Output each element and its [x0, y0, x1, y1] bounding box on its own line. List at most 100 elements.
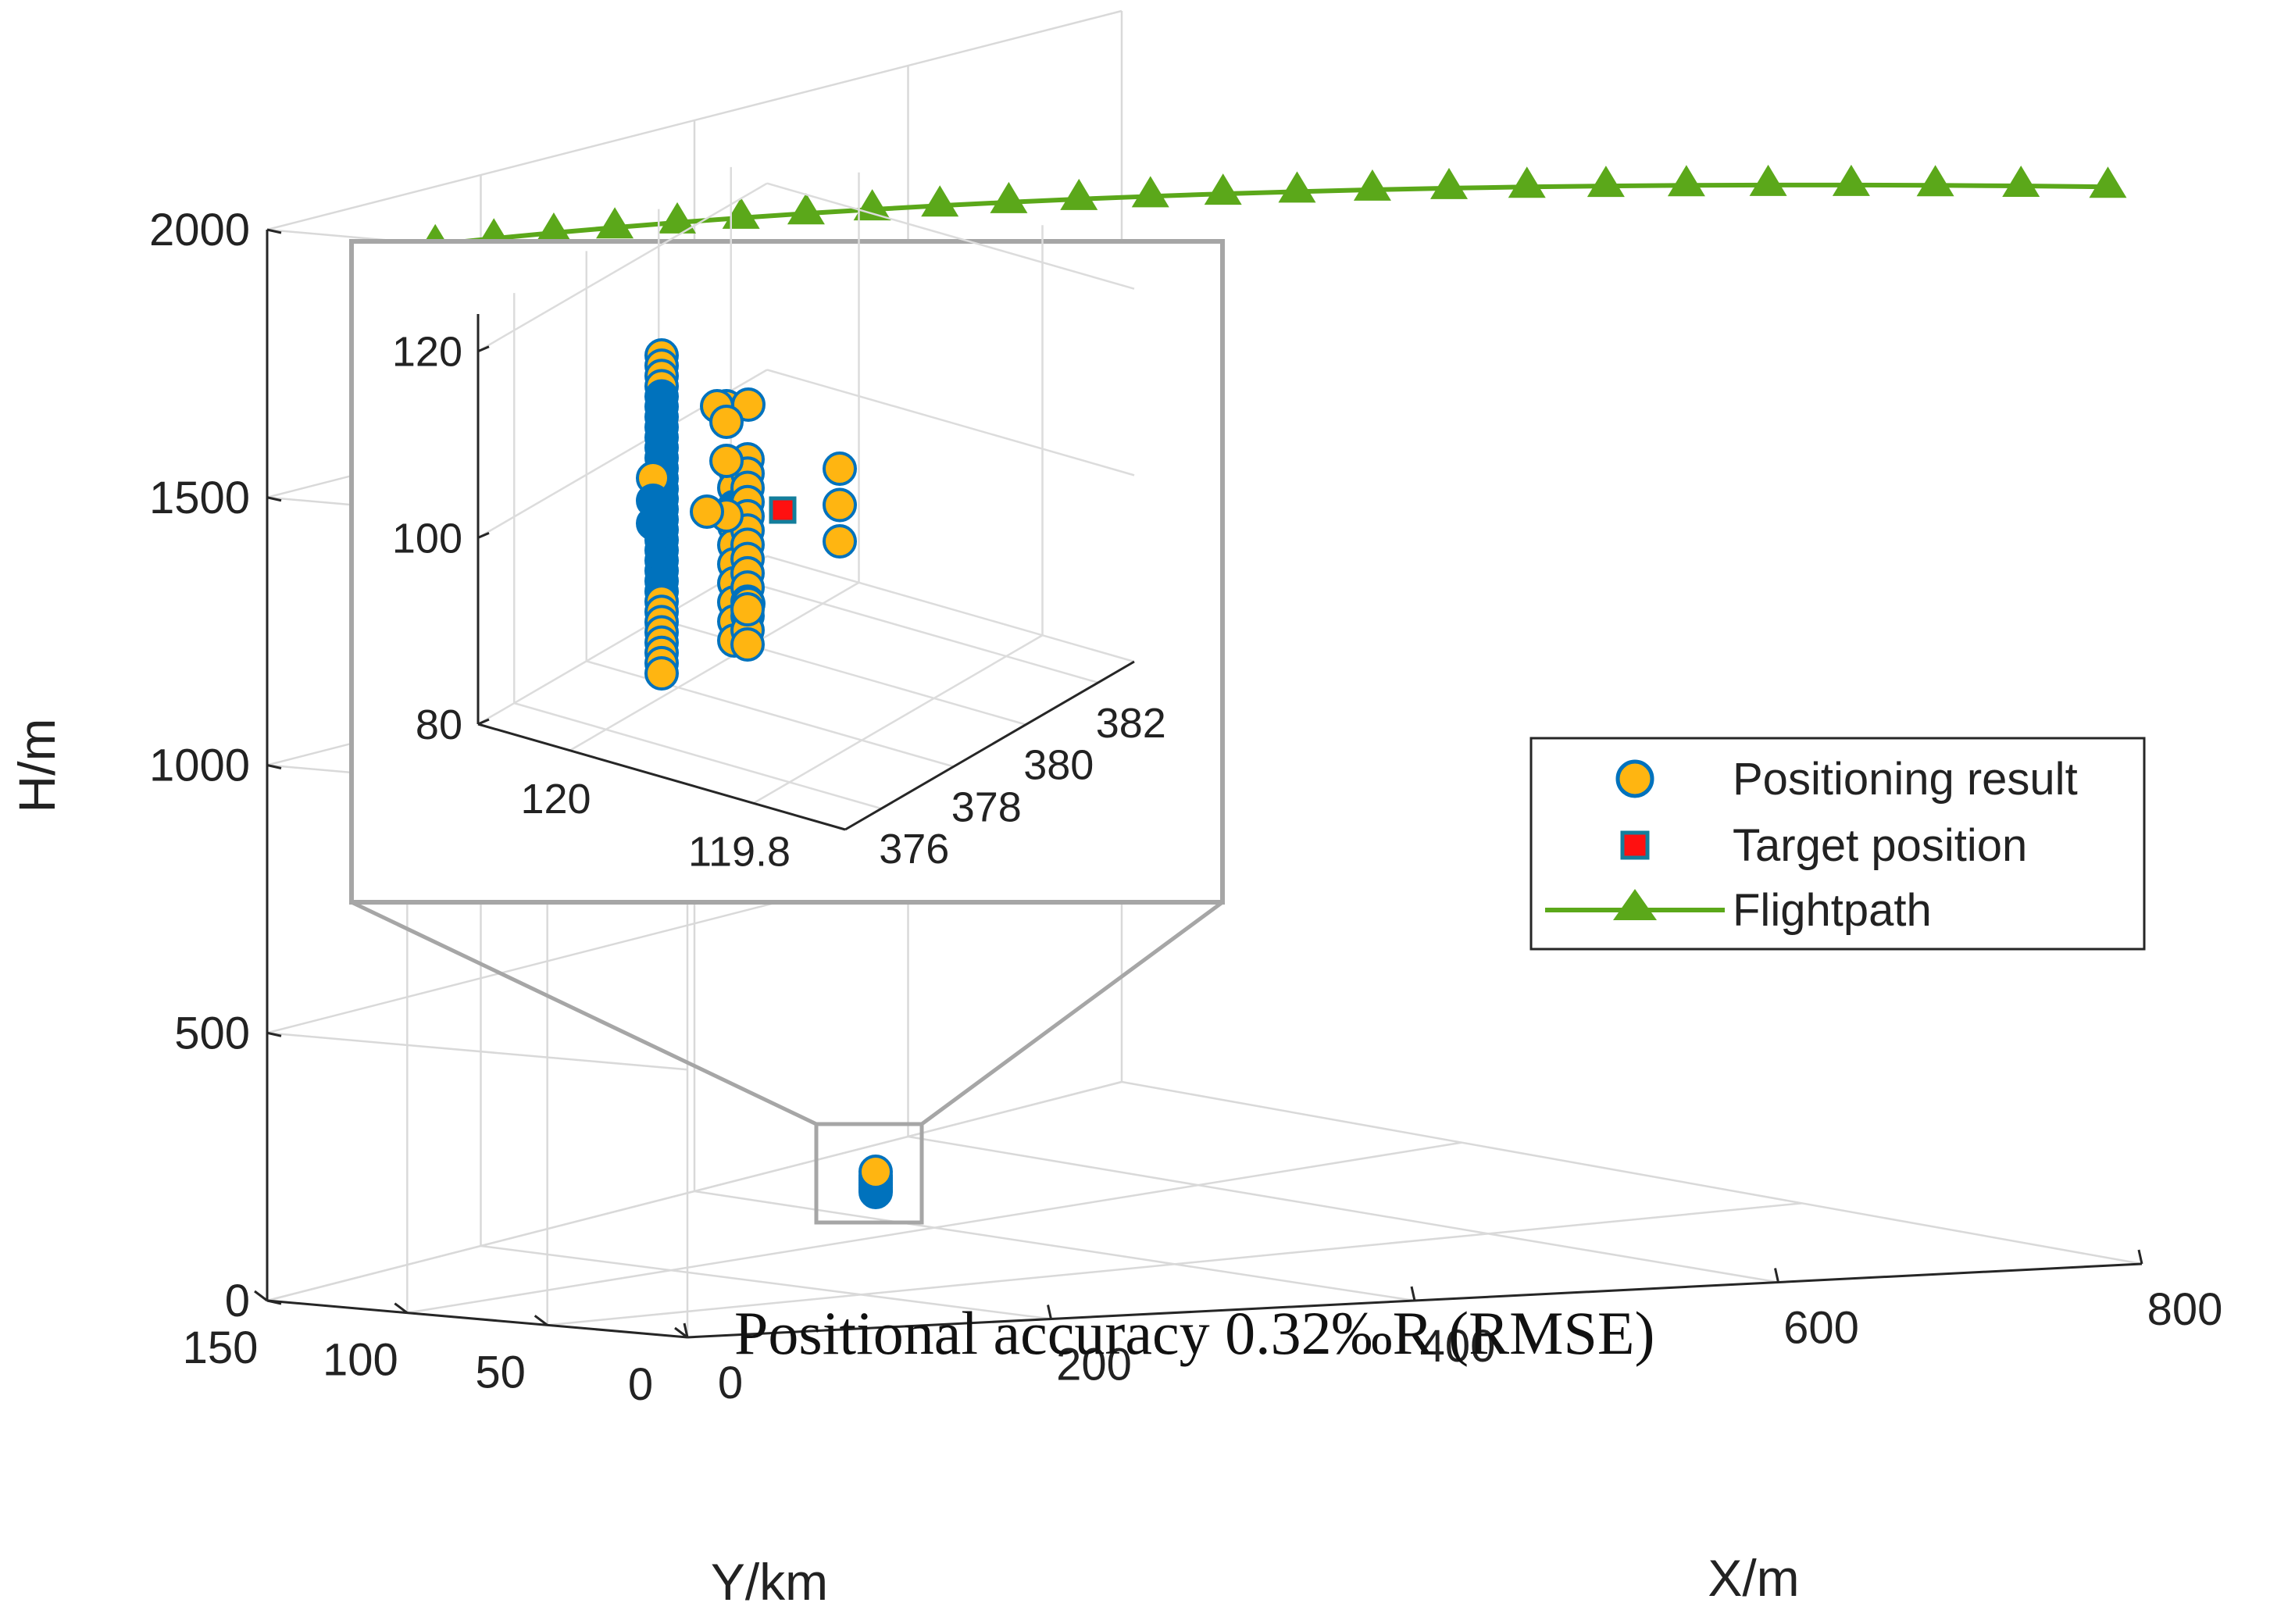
flightpath-marker — [1749, 164, 1787, 196]
y-tick-label: 100 — [323, 1335, 398, 1386]
grid-floor-x — [480, 1244, 1051, 1320]
flightpath-marker — [659, 202, 697, 234]
y-axis-label: Y/km — [711, 1553, 828, 1611]
inset-z-tick — [477, 531, 490, 539]
z-tick-label: 0 — [225, 1276, 250, 1326]
inset-z-tick — [477, 718, 490, 726]
zoom-region-box — [814, 1122, 924, 1225]
flightpath-marker — [1278, 171, 1316, 203]
flightpath-marker — [596, 207, 634, 239]
inset-x-tick-label: 382 — [1096, 700, 1166, 747]
x-tick-mark — [683, 1322, 689, 1338]
inset-x-tick-label: 380 — [1023, 742, 1094, 789]
z-tick-label: 500 — [174, 1008, 250, 1058]
flightpath-marker — [1131, 176, 1169, 208]
z-tick-label: 1500 — [149, 473, 250, 523]
flightpath-marker — [787, 193, 825, 225]
inset-positioning-points — [636, 338, 857, 691]
target-position-marker — [769, 496, 797, 524]
legend-label-target: Target position — [1733, 820, 2027, 871]
z-tick-mark — [266, 228, 282, 234]
zoom-connector-left — [350, 900, 818, 1126]
x-tick-mark — [1047, 1305, 1052, 1319]
inset-positioning-point — [823, 524, 857, 559]
x-tick-label: 0 — [718, 1358, 743, 1408]
legend-marker-target — [1620, 830, 1650, 860]
inset-z-tick-labels: 80 100 120 — [392, 329, 462, 748]
inset-y-tick-label: 119.8 — [688, 828, 791, 875]
inset-z-tick — [477, 345, 490, 353]
grid-back-h — [266, 9, 1123, 231]
inset-grid-line — [766, 182, 1135, 290]
y-tick-label: 0 — [628, 1359, 653, 1410]
y-tick-mark — [534, 1315, 548, 1326]
y-tick-mark — [394, 1302, 409, 1314]
positioning-point — [858, 1155, 893, 1189]
inset-grid-line — [569, 581, 860, 751]
legend-marker-flightpath — [1613, 889, 1657, 920]
grid-left-h — [266, 1032, 688, 1071]
inset-positioning-point — [730, 592, 765, 626]
flightpath-marker — [1204, 173, 1242, 205]
flightpath-marker — [1916, 165, 1954, 197]
inset-grid-line — [766, 555, 1135, 663]
y-tick-labels: 150 100 50 0 — [183, 1322, 654, 1410]
inset-x-tick-label: 378 — [951, 783, 1022, 830]
flightpath-marker — [1832, 164, 1870, 196]
y-tick-mark — [254, 1290, 268, 1302]
inset-y-tick-labels: 120 119.8 — [520, 776, 791, 876]
x-tick-label: 800 — [2147, 1284, 2223, 1335]
legend-label-flightpath: Flightpath — [1733, 885, 1932, 936]
y-axis-line — [266, 1299, 688, 1339]
inset-positioning-point — [644, 656, 679, 691]
y-tick-label: 150 — [183, 1322, 259, 1373]
inset-z-tick-label: 80 — [416, 701, 462, 748]
inset-y-tick-label: 120 — [520, 776, 591, 823]
inset-frame — [349, 239, 1225, 905]
z-axis-label: H/m — [8, 719, 66, 813]
legend: Positioning result Target position Fligh… — [1529, 737, 2146, 951]
flightpath-marker — [2089, 166, 2127, 198]
grid-floor-x — [1121, 1080, 2143, 1265]
x-tick-label: 200 — [1056, 1340, 1132, 1390]
inset-positioning-point — [709, 444, 744, 478]
flightpath-marker — [1353, 169, 1391, 201]
z-tick-label: 1000 — [149, 741, 250, 791]
inset-z-tick-label: 100 — [392, 515, 462, 562]
x-tick-mark — [2137, 1249, 2143, 1265]
flightpath-marker — [1587, 166, 1625, 198]
flightpath-marker — [722, 197, 760, 229]
grid-floor-x — [908, 1135, 1779, 1283]
grid-floor-y — [407, 1141, 1462, 1314]
y-tick-mark — [674, 1326, 688, 1339]
x-tick-mark — [1774, 1268, 1779, 1283]
inset-positioning-point — [823, 452, 857, 486]
inset-positioning-point — [709, 405, 744, 439]
flightpath-marker — [853, 189, 891, 221]
flightpath-marker — [1060, 178, 1098, 210]
z-tick-label: 2000 — [149, 205, 250, 255]
inset-grid-line — [766, 369, 1135, 476]
accuracy-annotation: Positional accuracy 0.32‰R (RMSE) — [734, 1299, 1655, 1367]
flightpath-marker — [921, 185, 959, 217]
inset-positioning-point — [636, 506, 670, 541]
inset-grid-line — [730, 576, 1099, 684]
y-tick-label: 50 — [475, 1347, 526, 1397]
inset-grid-line — [752, 634, 1044, 805]
legend-label-positioning: Positioning result — [1733, 754, 2078, 805]
x-tick-mark — [1410, 1286, 1416, 1301]
x-tick-labels: 0 200 400 600 800 — [718, 1284, 2223, 1408]
flightpath-marker — [990, 181, 1028, 213]
zoom-connector-right — [920, 900, 1224, 1126]
flightpath-marker — [1430, 167, 1469, 199]
inset-positioning-point — [823, 487, 857, 523]
flightpath-marker — [1508, 166, 1546, 198]
flightpath-marker — [2002, 166, 2040, 198]
z-tick-labels: 0 500 1000 1500 2000 — [149, 205, 250, 1326]
x-tick-label: 400 — [1420, 1321, 1496, 1372]
flightpath-marker — [534, 212, 573, 244]
inset-positioning-point — [690, 494, 724, 529]
